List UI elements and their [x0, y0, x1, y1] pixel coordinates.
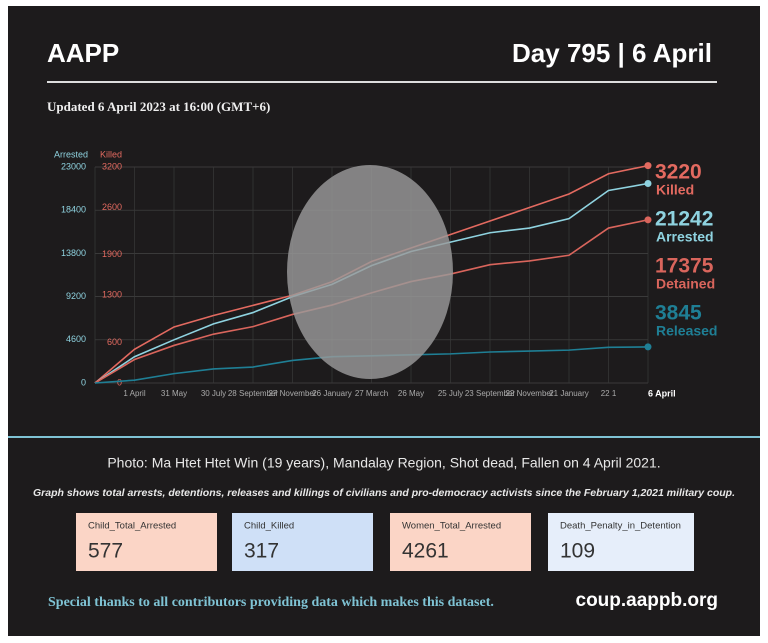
- day-title: Day 795 | 6 April: [512, 38, 712, 68]
- x-tick-label: 26 May: [398, 389, 424, 398]
- stat-box: [232, 513, 373, 571]
- x-tick-label: 27 November: [268, 389, 316, 398]
- stat-box: [548, 513, 694, 571]
- y2-axis-title: Killed: [100, 149, 122, 159]
- x-tick-label: 28 September: [228, 389, 279, 398]
- stat-label: Child_Killed: [244, 521, 294, 532]
- y2-tick-label: 2600: [102, 202, 122, 212]
- legend-label: Arrested: [656, 229, 714, 245]
- x-tick-label: 26 January: [312, 389, 352, 398]
- x-tick-label: 25 July: [438, 389, 463, 398]
- y2-tick-label: 600: [107, 337, 122, 347]
- note: Graph shows total arrests, detentions, r…: [33, 487, 735, 499]
- y2-tick-label: 1300: [102, 290, 122, 300]
- brand: AAPP: [47, 38, 119, 68]
- x-tick-label: 21 January: [549, 389, 589, 398]
- x-tick-label: 6 April: [648, 388, 676, 398]
- y-axis-title: Arrested: [54, 149, 88, 159]
- y2-tick-label: 3200: [102, 161, 122, 171]
- updated: Updated 6 April 2023 at 16:00 (GMT+6): [47, 99, 270, 114]
- stat-value: 109: [560, 540, 595, 563]
- photo-caption: Photo: Ma Htet Htet Win (19 years), Mand…: [107, 455, 660, 471]
- end-marker: [644, 343, 652, 351]
- x-tick-label: 23 September: [465, 389, 516, 398]
- thanks: Special thanks to all contributors provi…: [48, 595, 494, 610]
- y-tick-label: 23000: [61, 161, 86, 171]
- end-value-label: 3845: [655, 302, 702, 325]
- x-tick-label: 1 April: [123, 389, 145, 398]
- end-marker: [644, 216, 652, 224]
- end-value-label: 3220: [655, 161, 702, 184]
- legend-label: Detained: [656, 276, 715, 292]
- stat-box: [390, 513, 531, 571]
- x-tick-label: 27 March: [355, 389, 388, 398]
- x-tick-label: 22 1: [601, 389, 617, 398]
- y2-tick-label: 0: [117, 377, 122, 387]
- x-tick-label: 30 July: [201, 389, 226, 398]
- x-tick-label: 22 November: [505, 389, 553, 398]
- legend-label: Released: [656, 323, 717, 339]
- end-value-label: 17375: [655, 255, 714, 278]
- end-marker: [644, 162, 652, 170]
- y2-tick-label: 1900: [102, 249, 122, 259]
- legend-label: Killed: [656, 182, 694, 198]
- stat-value: 577: [88, 540, 123, 563]
- y-tick-label: 0: [81, 377, 86, 387]
- stat-box: [76, 513, 217, 571]
- end-marker: [644, 180, 652, 188]
- y-tick-label: 13800: [61, 248, 86, 258]
- url: coup.aappb.org: [576, 590, 719, 611]
- stats: Child_Total_Arrested 577 Child_Killed 317 Wo…: [76, 513, 694, 571]
- y-tick-label: 4600: [66, 334, 86, 344]
- stat-value: 4261: [402, 540, 449, 563]
- end-value-label: 21242: [655, 208, 713, 231]
- y-tick-label: 18400: [61, 205, 86, 215]
- stat-label: Women_Total_Arrested: [402, 521, 501, 532]
- y-tick-label: 9200: [66, 291, 86, 301]
- photo: [287, 165, 453, 379]
- x-tick-label: 31 May: [161, 389, 187, 398]
- stat-value: 317: [244, 540, 279, 563]
- stat-label: Child_Total_Arrested: [88, 521, 176, 532]
- stat-label: Death_Penalty_in_Detention: [560, 521, 681, 532]
